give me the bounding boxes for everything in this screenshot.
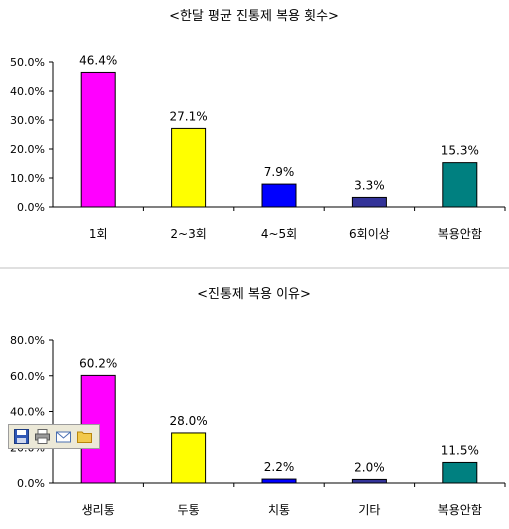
data-label: 28.0% — [170, 414, 208, 428]
bar-3 — [261, 478, 297, 484]
bar-5 — [442, 461, 478, 484]
data-label: 2.0% — [354, 460, 385, 474]
category-label: 기타 — [358, 503, 380, 517]
email-icon[interactable] — [55, 428, 72, 445]
bar-4 — [351, 196, 387, 208]
y-tick-label: 40.0% — [10, 85, 45, 98]
data-label: 7.9% — [264, 165, 295, 179]
data-label: 3.3% — [354, 178, 385, 192]
data-label: 60.2% — [79, 356, 117, 370]
save-icon[interactable] — [13, 428, 30, 445]
y-tick-label: 0.0% — [17, 477, 45, 490]
y-tick-label: 0.0% — [17, 201, 45, 214]
data-label: 15.3% — [441, 144, 479, 158]
image-toolbar — [8, 424, 100, 449]
category-label: 복용안함 — [438, 503, 482, 517]
y-tick-label: 50.0% — [10, 56, 45, 69]
print-icon[interactable] — [34, 428, 51, 445]
data-label: 27.1% — [170, 109, 208, 123]
chart-2: <진통제 복용 이유>0.0%20.0%40.0%60.0%80.0%60.2%… — [10, 287, 506, 517]
y-tick-label: 60.0% — [10, 370, 45, 383]
category-label: 생리통 — [82, 503, 115, 517]
chart-title: <진통제 복용 이유> — [197, 287, 311, 302]
category-label: 4~5회 — [261, 227, 297, 241]
category-label: 6회이상 — [349, 227, 390, 241]
chart-1: <한달 평균 진통제 복용 횟수> 0.0% 10.0% 20.0% 30.0% 40.0… — [10, 9, 506, 241]
y-tick-label: 10.0% — [10, 172, 45, 185]
bar-1 — [80, 71, 116, 208]
y-tick-label: 40.0% — [10, 406, 45, 419]
data-label: 2.2% — [264, 460, 295, 474]
folder-icon[interactable] — [76, 428, 93, 445]
chart-title: <한달 평균 진통제 복용 횟수> — [169, 9, 339, 24]
bar-3 — [261, 183, 297, 208]
bar-2 — [171, 432, 207, 484]
bar-4 — [351, 478, 387, 484]
category-label: 1회 — [89, 227, 108, 241]
y-tick-label: 80.0% — [10, 334, 45, 347]
y-tick-label: 20.0% — [10, 143, 45, 156]
y-tick-label: 30.0% — [10, 114, 45, 127]
data-label: 46.4% — [79, 53, 117, 67]
bar-5 — [442, 162, 478, 208]
category-label: 복용안함 — [438, 227, 482, 241]
category-label: 치통 — [268, 503, 290, 517]
data-label: 11.5% — [441, 443, 479, 457]
category-label: 두통 — [178, 503, 200, 517]
bar-2 — [171, 127, 207, 208]
category-label: 2~3회 — [170, 227, 206, 241]
